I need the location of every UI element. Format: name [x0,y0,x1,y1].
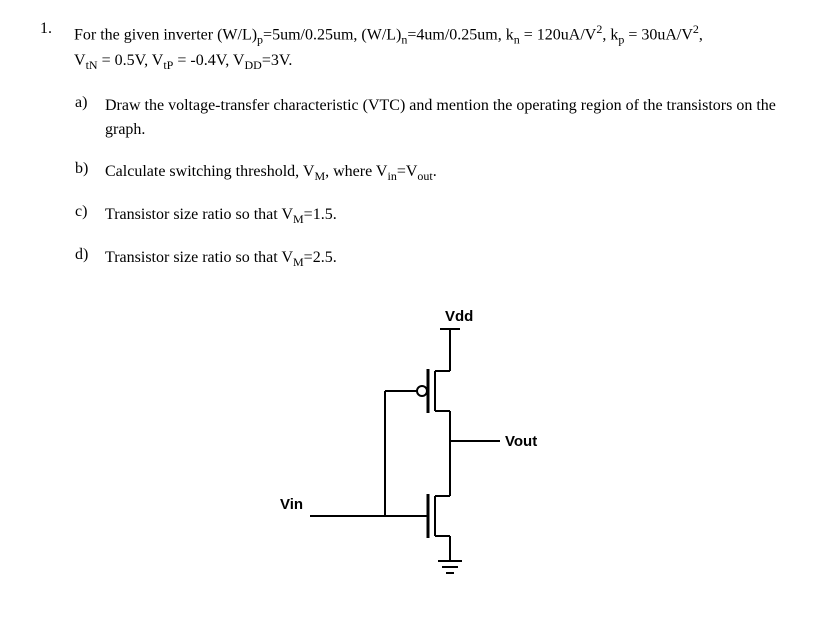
problem-number: 1. [40,20,70,38]
subpart-text: Draw the voltage-transfer characteristic… [105,94,778,142]
vin-label: Vin [280,496,303,513]
pmos-bubble [417,386,427,396]
subscript-tP: tP [163,58,173,72]
subpart-text-fragment: Transistor size ratio so that V [105,249,293,266]
statement-text: = 30uA/V [624,26,693,43]
subpart-text-fragment: Transistor size ratio so that V [105,206,293,223]
subpart-text-fragment: , where V [325,163,387,180]
statement-text: V [74,52,86,69]
statement-text: = 120uA/V [520,26,597,43]
subpart-text: Transistor size ratio so that VM=1.5. [105,203,778,228]
subpart-text: Calculate switching threshold, VM, where… [105,160,778,185]
circuit-diagram: Vdd Vout [240,301,778,596]
subpart-text: Transistor size ratio so that VM=2.5. [105,246,778,271]
subpart-label: a) [75,94,105,142]
subpart-label: c) [75,203,105,228]
subscript-in: in [387,169,396,183]
statement-text: =4um/0.25um, k [407,26,513,43]
subscript-M: M [314,169,325,183]
problem-statement: For the given inverter (W/L)p=5um/0.25um… [74,20,772,74]
subpart-d: d) Transistor size ratio so that VM=2.5. [75,246,778,271]
subscript-tN: tN [86,58,98,72]
statement-text: = -0.4V, V [173,52,244,69]
subscript-out: out [417,169,432,183]
statement-text: =5um/0.25um, (W/L) [263,26,401,43]
statement-text: For the given inverter (W/L) [74,26,257,43]
vout-label: Vout [505,433,537,450]
subparts-container: a) Draw the voltage-transfer characteris… [75,94,778,272]
subscript-DD: DD [244,58,261,72]
subpart-label: d) [75,246,105,271]
subpart-b: b) Calculate switching threshold, VM, wh… [75,160,778,185]
subpart-label: b) [75,160,105,185]
cmos-inverter-schematic: Vdd Vout [240,301,560,591]
subpart-text-fragment: =2.5. [304,249,337,266]
statement-text: , k [602,26,618,43]
vdd-label: Vdd [445,308,473,325]
subscript-M: M [293,255,304,269]
statement-text: = 0.5V, V [98,52,164,69]
subpart-text-fragment: =1.5. [304,206,337,223]
statement-text: , [699,26,703,43]
subpart-text-fragment: =V [397,163,418,180]
subscript-M: M [293,212,304,226]
subpart-text-fragment: Calculate switching threshold, V [105,163,314,180]
subpart-c: c) Transistor size ratio so that VM=1.5. [75,203,778,228]
statement-text: =3V. [262,52,293,69]
subpart-text-fragment: . [433,163,437,180]
subpart-a: a) Draw the voltage-transfer characteris… [75,94,778,142]
